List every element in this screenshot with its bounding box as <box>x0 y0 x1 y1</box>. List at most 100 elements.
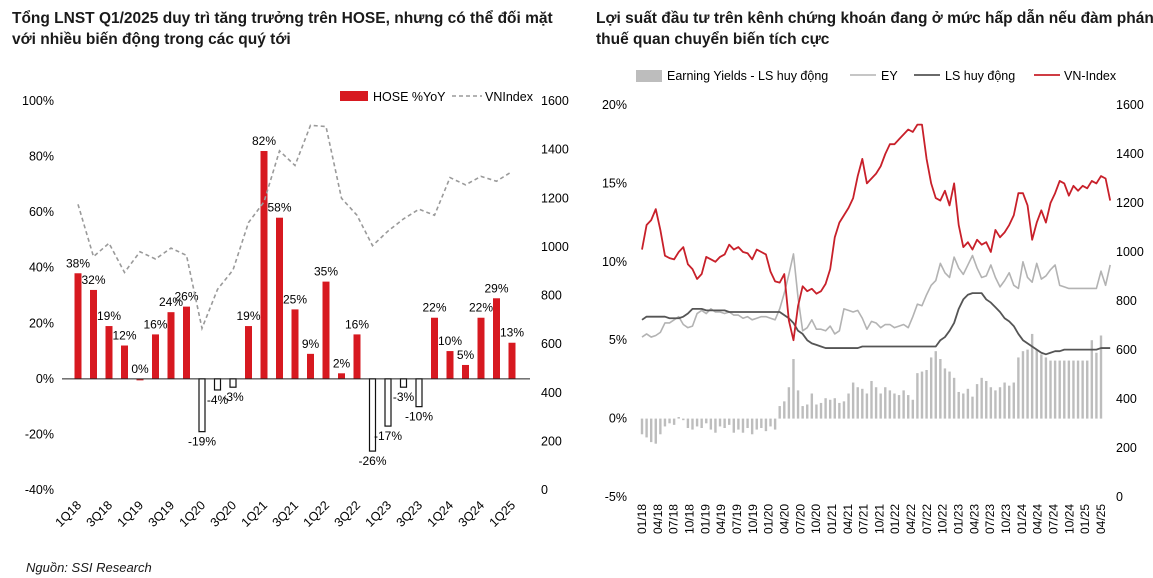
earning-yield-spread-bar <box>966 388 970 419</box>
earning-yield-spread-bar <box>778 406 781 419</box>
right-x-tick-label: 01/20 <box>762 504 776 534</box>
ey-line <box>641 253 1111 338</box>
vnindex-line <box>77 124 513 332</box>
earning-yield-spread-bar <box>911 399 915 419</box>
right-x-tick-label: 10/19 <box>746 504 760 534</box>
right-y-tick-label: 400 <box>541 386 562 400</box>
bar-data-label: 26% <box>174 290 198 304</box>
earning-yield-spread-bar <box>1040 354 1043 419</box>
earning-yield-spread-bar <box>645 418 648 438</box>
bar-data-label: 9% <box>302 337 320 351</box>
right-x-tick-label: 01/18 <box>635 504 649 534</box>
left-y-tick-label: -20% <box>25 427 54 441</box>
earning-yield-spread-bar <box>1035 349 1038 419</box>
right-x-tick-label: 07/21 <box>857 504 871 534</box>
bar-data-label: 0% <box>131 362 149 376</box>
earning-yield-spread-bar <box>695 418 699 427</box>
hose-yoy-bar <box>136 378 144 381</box>
bar-data-label: -3% <box>222 390 244 404</box>
earning-yield-spread-bar <box>893 393 896 419</box>
hose-yoy-bar <box>245 326 252 379</box>
hose-yoy-bar <box>183 306 190 379</box>
earning-yield-spread-bar <box>833 398 836 419</box>
hose-yoy-bar <box>338 373 345 379</box>
earning-yield-spread-bar <box>705 418 708 424</box>
earning-yield-spread-bar <box>1099 335 1103 419</box>
right-x-tick-label: 10/23 <box>999 504 1013 534</box>
earning-yield-spread-bar <box>691 418 694 430</box>
bar-data-label: 2% <box>333 356 351 370</box>
bar-data-label: 24% <box>159 295 183 309</box>
right-chart-right-tick-label: 1400 <box>1116 147 1144 161</box>
bar-data-label: 38% <box>66 256 90 270</box>
earning-yield-spread-bar <box>920 371 924 419</box>
earning-yield-spread-bar <box>851 382 855 419</box>
right-chart-left-tick-label: 5% <box>609 333 627 347</box>
right-x-tick-label: 10/24 <box>1062 504 1076 534</box>
right-chart-left-tick-label: 10% <box>602 255 627 269</box>
left-chart-title: Tổng LNST Q1/2025 duy trì tăng trưởng tr… <box>12 10 553 48</box>
hose-yoy-bar <box>307 353 314 379</box>
earning-yield-spread-bar <box>957 391 960 419</box>
earning-yield-spread-bar <box>925 369 928 419</box>
bar-data-label: -19% <box>188 435 216 449</box>
bar-data-label: 22% <box>469 301 493 315</box>
earning-yield-spread-bar <box>975 384 979 419</box>
source-note: Nguồn: SSI Research <box>26 560 152 575</box>
earning-yield-spread-bar <box>1021 351 1025 419</box>
hose-yoy-bar <box>121 345 128 379</box>
earning-yield-spread-bar <box>856 387 859 419</box>
bar-data-label: 16% <box>345 317 369 331</box>
bar-data-label: 5% <box>457 348 475 362</box>
right-y-tick-label: 200 <box>541 434 562 448</box>
earning-yield-spread-bar <box>998 387 1002 419</box>
earning-yield-spread-bar <box>677 417 680 419</box>
bar-data-label: 82% <box>252 134 276 148</box>
earning-yield-spread-bar <box>1095 352 1098 419</box>
earning-yield-spread-bar <box>787 387 791 419</box>
bar-data-label: 10% <box>438 334 462 348</box>
bar-data-label: 58% <box>267 201 291 215</box>
earning-yield-spread-bar <box>842 401 846 419</box>
bar-data-label: 29% <box>484 281 508 295</box>
left-y-tick-label: 0% <box>36 372 54 386</box>
earning-yield-spread-bar <box>1012 382 1015 419</box>
left-y-tick-label: 80% <box>29 150 54 164</box>
left-y-tick-label: -40% <box>25 483 54 497</box>
earning-yield-spread-bar <box>783 401 786 419</box>
earning-yield-spread-bar <box>929 357 933 419</box>
right-x-tick-label: 04/25 <box>1094 504 1108 534</box>
earning-yield-spread-bar <box>815 404 818 419</box>
earning-yield-spread-bar <box>1063 360 1066 419</box>
bar-data-label: 19% <box>236 309 260 323</box>
earning-yield-spread-bar <box>1076 360 1080 419</box>
hose-yoy-bar <box>322 281 330 379</box>
vn-index-line <box>641 123 1112 342</box>
earning-yield-spread-bar <box>980 377 983 419</box>
right-x-tick-label: 10/18 <box>682 504 696 534</box>
earning-yield-spread-bar <box>1026 349 1029 419</box>
earning-yield-spread-bar <box>714 418 717 433</box>
right-y-tick-label: 1200 <box>541 191 569 205</box>
hose-yoy-bar <box>260 151 268 379</box>
earning-yield-spread-bar <box>700 418 703 429</box>
right-x-tick-label: 07/24 <box>1047 504 1061 534</box>
earning-yield-spread-bar <box>764 418 768 432</box>
earning-yield-spread-bar <box>838 402 841 419</box>
earning-yield-spread-bar <box>755 418 758 430</box>
ls-huy-dong-line <box>641 292 1111 356</box>
hose-yoy-bar <box>291 309 299 379</box>
earning-yield-spread-bar <box>686 418 690 429</box>
earning-yield-spread-bar <box>796 390 800 419</box>
earning-yield-spread-bar <box>732 418 735 433</box>
earning-yield-spread-bar <box>792 359 795 419</box>
earning-yield-spread-bar <box>994 390 997 419</box>
hose-yoy-bar <box>462 364 469 379</box>
left-y-tick-label: 60% <box>29 205 54 219</box>
right-y-tick-label: 0 <box>541 483 548 497</box>
hose-yoy-bar <box>508 342 516 379</box>
right-chart-right-tick-label: 1600 <box>1116 98 1144 112</box>
earning-yield-spread-bar <box>760 418 763 429</box>
earning-yield-spread-bar <box>709 418 713 430</box>
